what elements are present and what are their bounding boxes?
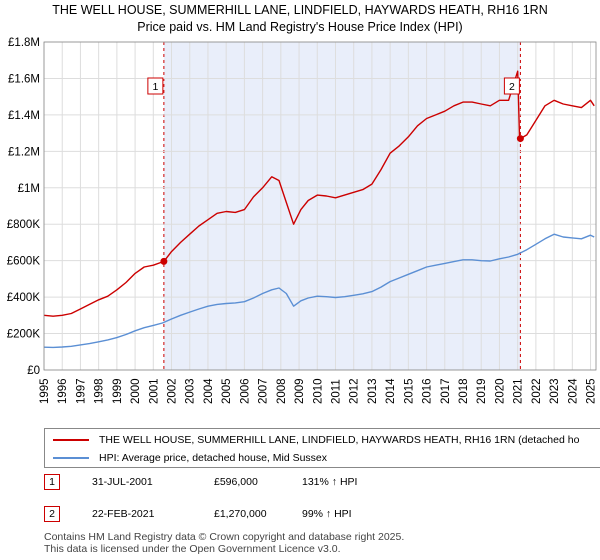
legend-label-property: THE WELL HOUSE, SUMMERHILL LANE, LINDFIE… <box>99 434 580 446</box>
x-tick-label: 2016 <box>422 378 434 404</box>
sale-marker <box>516 135 524 143</box>
x-tick-label: 1997 <box>75 378 87 404</box>
footer: Contains HM Land Registry data © Crown c… <box>44 531 405 555</box>
legend-label-hpi: HPI: Average price, detached house, Mid … <box>99 452 328 464</box>
y-tick-label: £1.4M <box>8 110 40 122</box>
x-tick-label: 2006 <box>239 378 251 404</box>
x-tick-label: 1999 <box>112 378 124 404</box>
transaction-price: £1,270,000 <box>214 508 267 520</box>
x-tick-label: 2012 <box>349 378 361 404</box>
sale-label: 2 <box>509 81 515 93</box>
x-tick-label: 2020 <box>494 378 506 404</box>
y-tick-label: £0 <box>27 365 40 377</box>
transaction-number-badge: 1 <box>44 474 60 490</box>
x-tick-label: 2010 <box>312 378 324 404</box>
y-tick-label: £400K <box>7 292 41 304</box>
transaction-price: £596,000 <box>214 476 258 488</box>
x-tick-label: 2004 <box>203 378 215 404</box>
x-tick-label: 1998 <box>94 378 106 404</box>
transaction-date: 31-JUL-2001 <box>92 476 153 488</box>
x-tick-label: 2023 <box>549 378 561 404</box>
legend-item-hpi: HPI: Average price, detached house, Mid … <box>53 450 327 466</box>
y-tick-label: £800K <box>7 219 41 231</box>
transaction-number-badge: 2 <box>44 506 60 522</box>
x-tick-label: 2002 <box>167 378 179 404</box>
x-tick-label: 2011 <box>330 379 342 404</box>
transaction-hpi-change: 99% ↑ HPI <box>302 508 352 520</box>
x-tick-label: 2009 <box>294 378 306 404</box>
legend: THE WELL HOUSE, SUMMERHILL LANE, LINDFIE… <box>44 428 600 468</box>
y-tick-label: £200K <box>7 329 41 341</box>
x-tick-label: 2005 <box>221 378 233 404</box>
transaction-hpi-change: 131% ↑ HPI <box>302 476 358 488</box>
y-tick-label: £1.2M <box>8 146 40 158</box>
y-tick-label: £600K <box>7 256 41 268</box>
x-tick-label: 2017 <box>440 378 452 404</box>
transaction-date: 22-FEB-2021 <box>92 508 155 520</box>
y-tick-label: £1.8M <box>8 37 40 49</box>
x-tick-label: 1996 <box>57 378 69 404</box>
plot-frame <box>43 41 597 371</box>
x-tick-label: 2000 <box>130 378 142 404</box>
x-tick-label: 2014 <box>385 378 397 404</box>
legend-item-property: THE WELL HOUSE, SUMMERHILL LANE, LINDFIE… <box>53 432 579 448</box>
x-tick-label: 2001 <box>148 378 160 404</box>
sale-label-box <box>147 77 164 95</box>
x-tick-label: 2022 <box>531 378 543 404</box>
chart-title-block: THE WELL HOUSE, SUMMERHILL LANE, LINDFIE… <box>0 2 600 36</box>
chart-title: THE WELL HOUSE, SUMMERHILL LANE, LINDFIE… <box>52 3 548 17</box>
x-tick-label: 2019 <box>476 378 488 404</box>
x-tick-label: 2013 <box>367 378 379 404</box>
footer-copyright: Contains HM Land Registry data © Crown c… <box>44 531 405 543</box>
sale-label-box <box>503 77 520 95</box>
x-tick-label: 1995 <box>39 378 51 404</box>
x-tick-label: 2003 <box>185 378 197 404</box>
y-tick-label: £1M <box>18 183 40 195</box>
price-chart: 1 2 £0 £200K £400K £600K £800K £1M £1.2M £1.4M £1… <box>7 37 598 404</box>
sale-label: 1 <box>152 81 158 93</box>
x-tick-label: 2025 <box>586 378 598 404</box>
x-tick-label: 2018 <box>458 378 470 404</box>
ownership-period-shade <box>163 42 521 370</box>
y-tick-label: £1.6M <box>8 73 40 85</box>
x-tick-label: 2007 <box>258 378 270 404</box>
footer-licence: This data is licensed under the Open Gov… <box>44 542 341 555</box>
x-tick-label: 2008 <box>276 378 288 404</box>
x-tick-label: 2021 <box>513 378 525 404</box>
hpi-line <box>43 233 595 349</box>
x-tick-label: 2024 <box>567 378 579 404</box>
chart-subtitle: Price paid vs. HM Land Registry's House … <box>137 20 463 34</box>
x-tick-label: 2015 <box>403 378 415 404</box>
sale-marker <box>160 257 168 265</box>
legend-swatch-hpi <box>53 457 89 459</box>
legend-swatch-property <box>53 439 89 441</box>
